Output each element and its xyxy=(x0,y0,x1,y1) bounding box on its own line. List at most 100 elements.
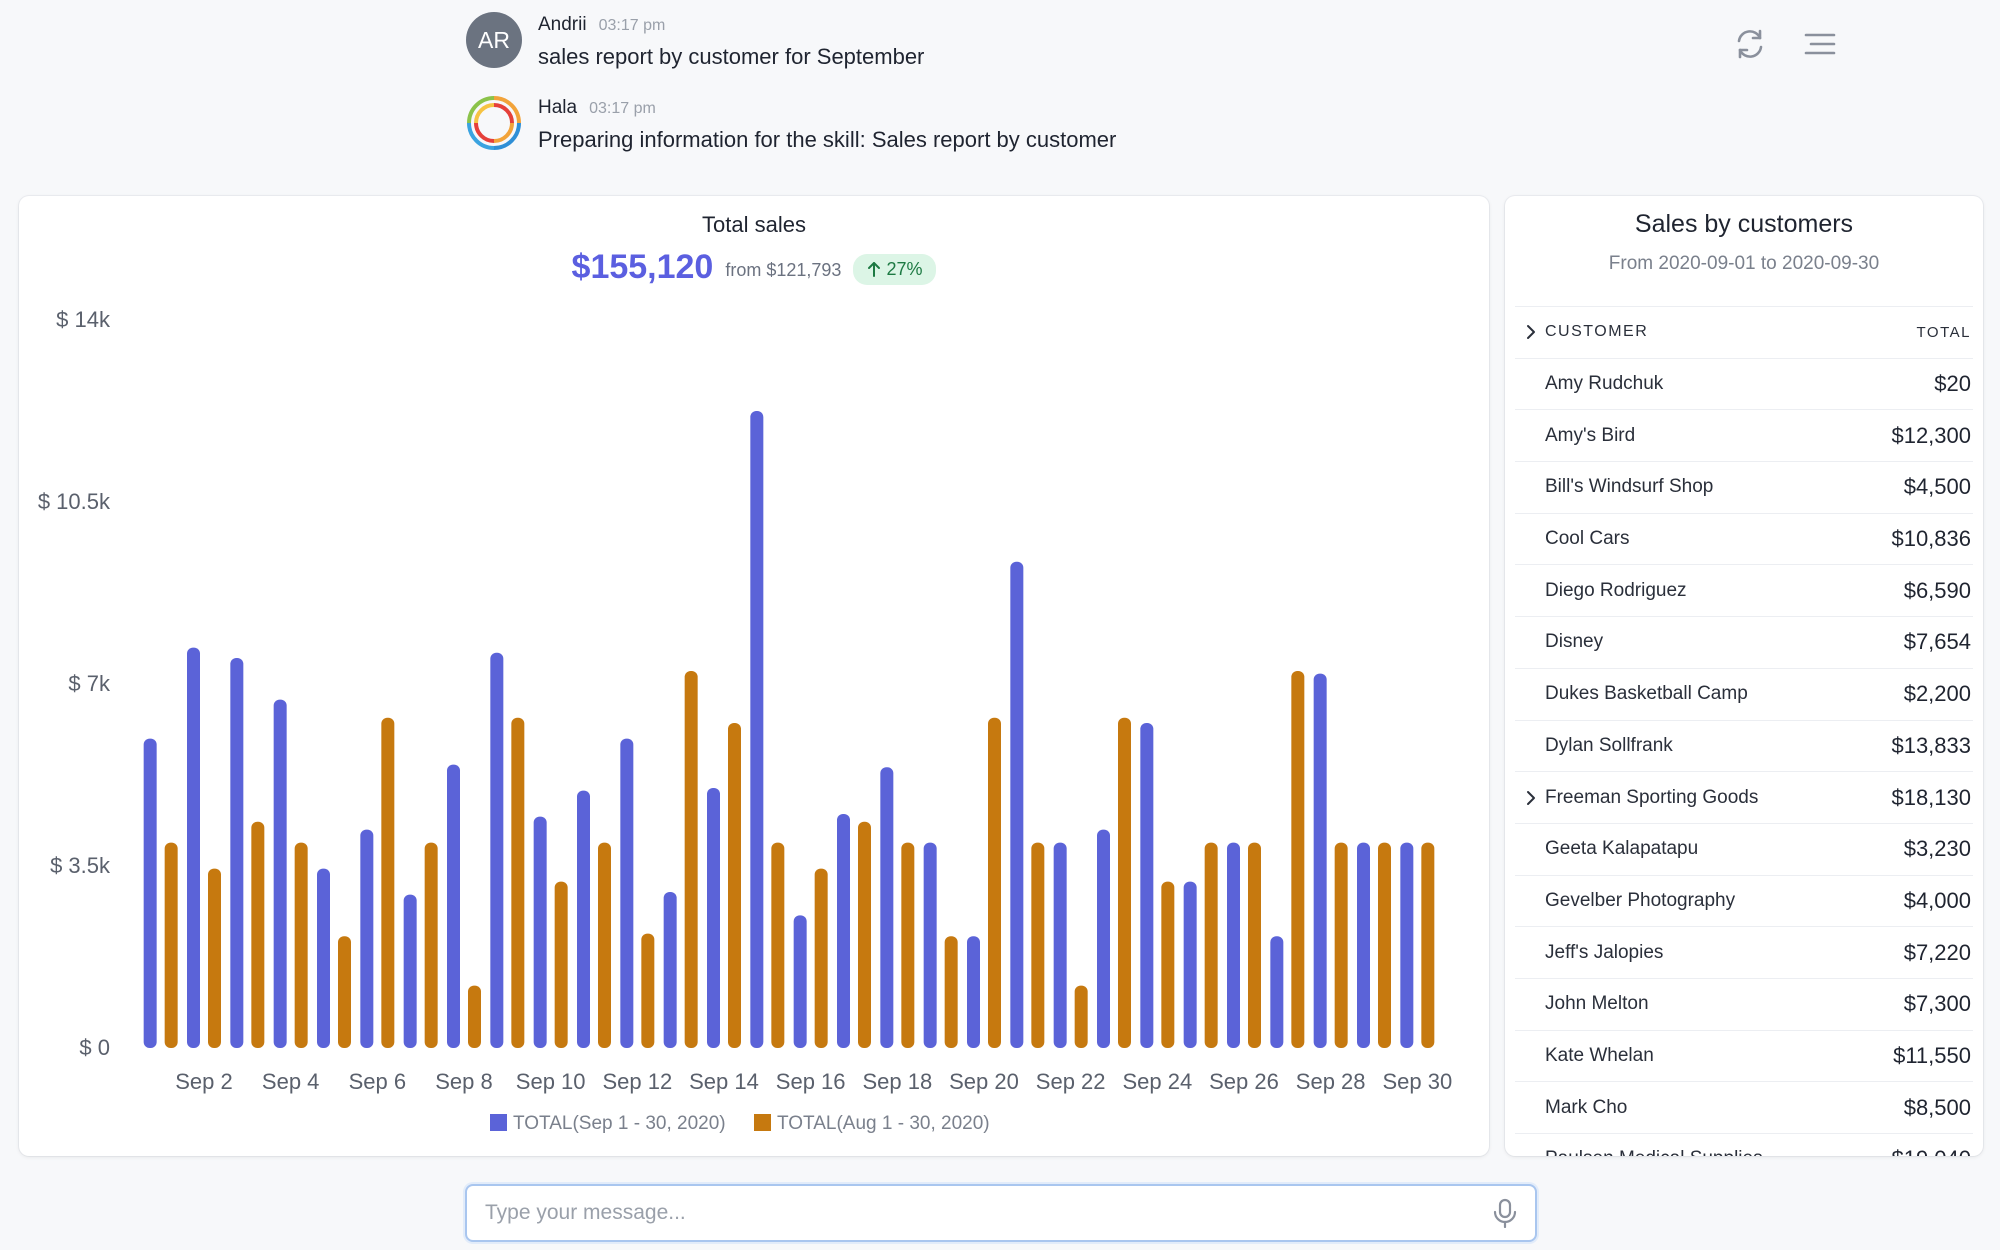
bar-current xyxy=(1270,936,1284,1048)
bar-previous xyxy=(684,671,698,1048)
x-tick-label: Sep 30 xyxy=(1382,1069,1452,1094)
legend-label: TOTAL(Sep 1 - 30, 2020) xyxy=(513,1113,726,1134)
chevron-right-icon[interactable] xyxy=(1523,790,1539,806)
bar-previous xyxy=(814,868,828,1048)
table-row[interactable]: Mark Cho $8,500 xyxy=(1515,1081,1973,1133)
message-author: Andrii xyxy=(538,14,587,35)
bar-current xyxy=(1010,561,1024,1048)
bar-current xyxy=(1400,842,1414,1048)
bar-previous xyxy=(858,821,871,1048)
table-row[interactable]: Dukes Basketball Camp $2,200 xyxy=(1515,667,1973,720)
table-row[interactable]: Bill's Windsurf Shop $4,500 xyxy=(1515,461,1973,513)
hala-logo-icon xyxy=(466,95,522,151)
sales-bar-chart: $ 0 $ 3.5k $ 7k $ 10.5k $ 14k Sep 2 Sep 4 Sep 6… xyxy=(38,307,1452,1134)
customer-total: $2,200 xyxy=(1903,681,1971,707)
x-tick-label: Sep 22 xyxy=(1036,1069,1106,1094)
refresh-icon[interactable] xyxy=(1732,26,1768,62)
customer-name: Dylan Sollfrank xyxy=(1545,734,1673,756)
kpi-row: $155,120 from $121,793 27% xyxy=(19,248,1489,287)
bar-current xyxy=(360,829,374,1048)
table-row[interactable]: Kate Whelan $11,550 xyxy=(1515,1029,1973,1082)
bar-previous xyxy=(1118,717,1131,1048)
bar-previous xyxy=(468,985,481,1048)
bar-current xyxy=(793,915,807,1048)
x-tick-label: Sep 10 xyxy=(516,1069,586,1094)
column-header-total[interactable]: TOTAL xyxy=(1916,323,1971,341)
message-bot: Hala 03:17 pm Preparing information for … xyxy=(466,95,1116,153)
bar-previous xyxy=(728,723,741,1048)
customer-total: $20 xyxy=(1934,371,1971,397)
microphone-icon[interactable] xyxy=(1485,1193,1525,1233)
total-sales-card: $ 0 $ 3.5k $ 7k $ 10.5k $ 14k Sep 2 Sep 4 Sep 6… xyxy=(19,196,1489,1156)
y-tick-label: $ 0 xyxy=(79,1035,110,1060)
table-title: Sales by customers xyxy=(1634,210,1854,238)
bar-current xyxy=(880,767,894,1048)
customer-total: $10,836 xyxy=(1891,526,1971,552)
message-input[interactable] xyxy=(467,1186,1485,1240)
table-row[interactable]: Jeff's Jalopies $7,220 xyxy=(1515,926,1973,978)
x-tick-label: Sep 14 xyxy=(689,1069,759,1094)
customer-name: Amy's Bird xyxy=(1545,424,1636,446)
bar-previous xyxy=(598,842,611,1048)
customer-total: $18,130 xyxy=(1891,784,1971,810)
table-row[interactable]: Paulsen Medical Supplies$19,040 xyxy=(1515,1133,1973,1156)
bar-current xyxy=(187,647,200,1048)
bar-current xyxy=(620,738,634,1048)
customer-total: $12,300 xyxy=(1891,422,1971,448)
bar-previous xyxy=(381,717,395,1048)
table-row[interactable]: Diego Rodriguez $6,590 xyxy=(1515,564,1973,616)
customers-table: CUSTOMER TOTAL Amy Rudchuk $20 Amy's Bird $… xyxy=(1515,306,1973,1156)
kpi-from: from $121,793 xyxy=(725,260,842,280)
table-header-row[interactable]: CUSTOMER TOTAL xyxy=(1515,306,1973,358)
message-author: Hala xyxy=(538,97,578,118)
bar-previous xyxy=(1031,842,1045,1048)
message-text: sales report by customer for September xyxy=(538,44,925,69)
bar-current xyxy=(1053,842,1067,1048)
customer-total: $13,833 xyxy=(1891,732,1971,758)
menu-icon[interactable] xyxy=(1802,26,1838,62)
kpi-change-value: 27% xyxy=(886,259,923,279)
bar-current xyxy=(230,658,244,1048)
table-row[interactable]: Freeman Sporting Goods $18,130 xyxy=(1515,771,1973,823)
customer-name: Geeta Kalapatapu xyxy=(1545,838,1699,860)
table-row[interactable]: Geeta Kalapatapu $3,230 xyxy=(1515,822,1973,875)
table-row[interactable]: Amy Rudchuk $20 xyxy=(1515,357,1973,410)
x-tick-label: Sep 20 xyxy=(949,1069,1019,1094)
table-row[interactable]: Dylan Sollfrank $13,833 xyxy=(1515,719,1973,772)
column-header-customer[interactable]: CUSTOMER xyxy=(1545,323,1649,341)
customer-name: Gevelber Photography xyxy=(1545,889,1736,911)
bar-previous xyxy=(1074,985,1088,1048)
chevron-right-icon[interactable] xyxy=(1523,324,1539,340)
bar-previous xyxy=(1334,842,1348,1048)
customer-total: $11,550 xyxy=(1893,1042,1971,1068)
table-row[interactable]: Cool Cars $10,836 xyxy=(1515,512,1973,565)
bar-current xyxy=(403,894,417,1048)
bar-current xyxy=(1140,723,1154,1048)
customer-total: $19,040 xyxy=(1891,1146,1971,1156)
y-tick-label: $ 7k xyxy=(68,671,111,696)
table-row[interactable]: Gevelber Photography $4,000 xyxy=(1515,874,1973,927)
avatar: AR xyxy=(466,12,522,68)
x-tick-label: Sep 2 xyxy=(175,1069,233,1094)
x-tick-label: Sep 6 xyxy=(349,1069,407,1094)
customer-name: Diego Rodriguez xyxy=(1545,579,1687,601)
message-time: 03:17 pm xyxy=(589,100,656,117)
bar-previous xyxy=(208,868,221,1048)
customer-name: John Melton xyxy=(1545,993,1649,1015)
y-tick-label: $ 3.5k xyxy=(50,853,111,878)
bar-previous xyxy=(944,936,958,1048)
customer-total: $7,220 xyxy=(1903,939,1971,965)
customer-name: Freeman Sporting Goods xyxy=(1545,786,1759,808)
table-row[interactable]: John Melton $7,300 xyxy=(1515,977,1973,1030)
bar-previous xyxy=(641,933,655,1048)
message-text: Preparing information for the skill: Sal… xyxy=(538,127,1117,152)
table-row[interactable]: Amy's Bird $12,300 xyxy=(1515,409,1973,461)
table-row[interactable]: Disney $7,654 xyxy=(1515,616,1973,668)
customer-total: $4,500 xyxy=(1903,474,1971,500)
customer-name: Mark Cho xyxy=(1545,1096,1628,1118)
bar-current xyxy=(1227,842,1240,1048)
kpi-value: $155,120 xyxy=(571,248,714,286)
table-subtitle: From 2020-09-01 to 2020-09-30 xyxy=(1608,253,1880,274)
customer-name: Cool Cars xyxy=(1545,528,1630,550)
bar-current xyxy=(533,816,547,1048)
